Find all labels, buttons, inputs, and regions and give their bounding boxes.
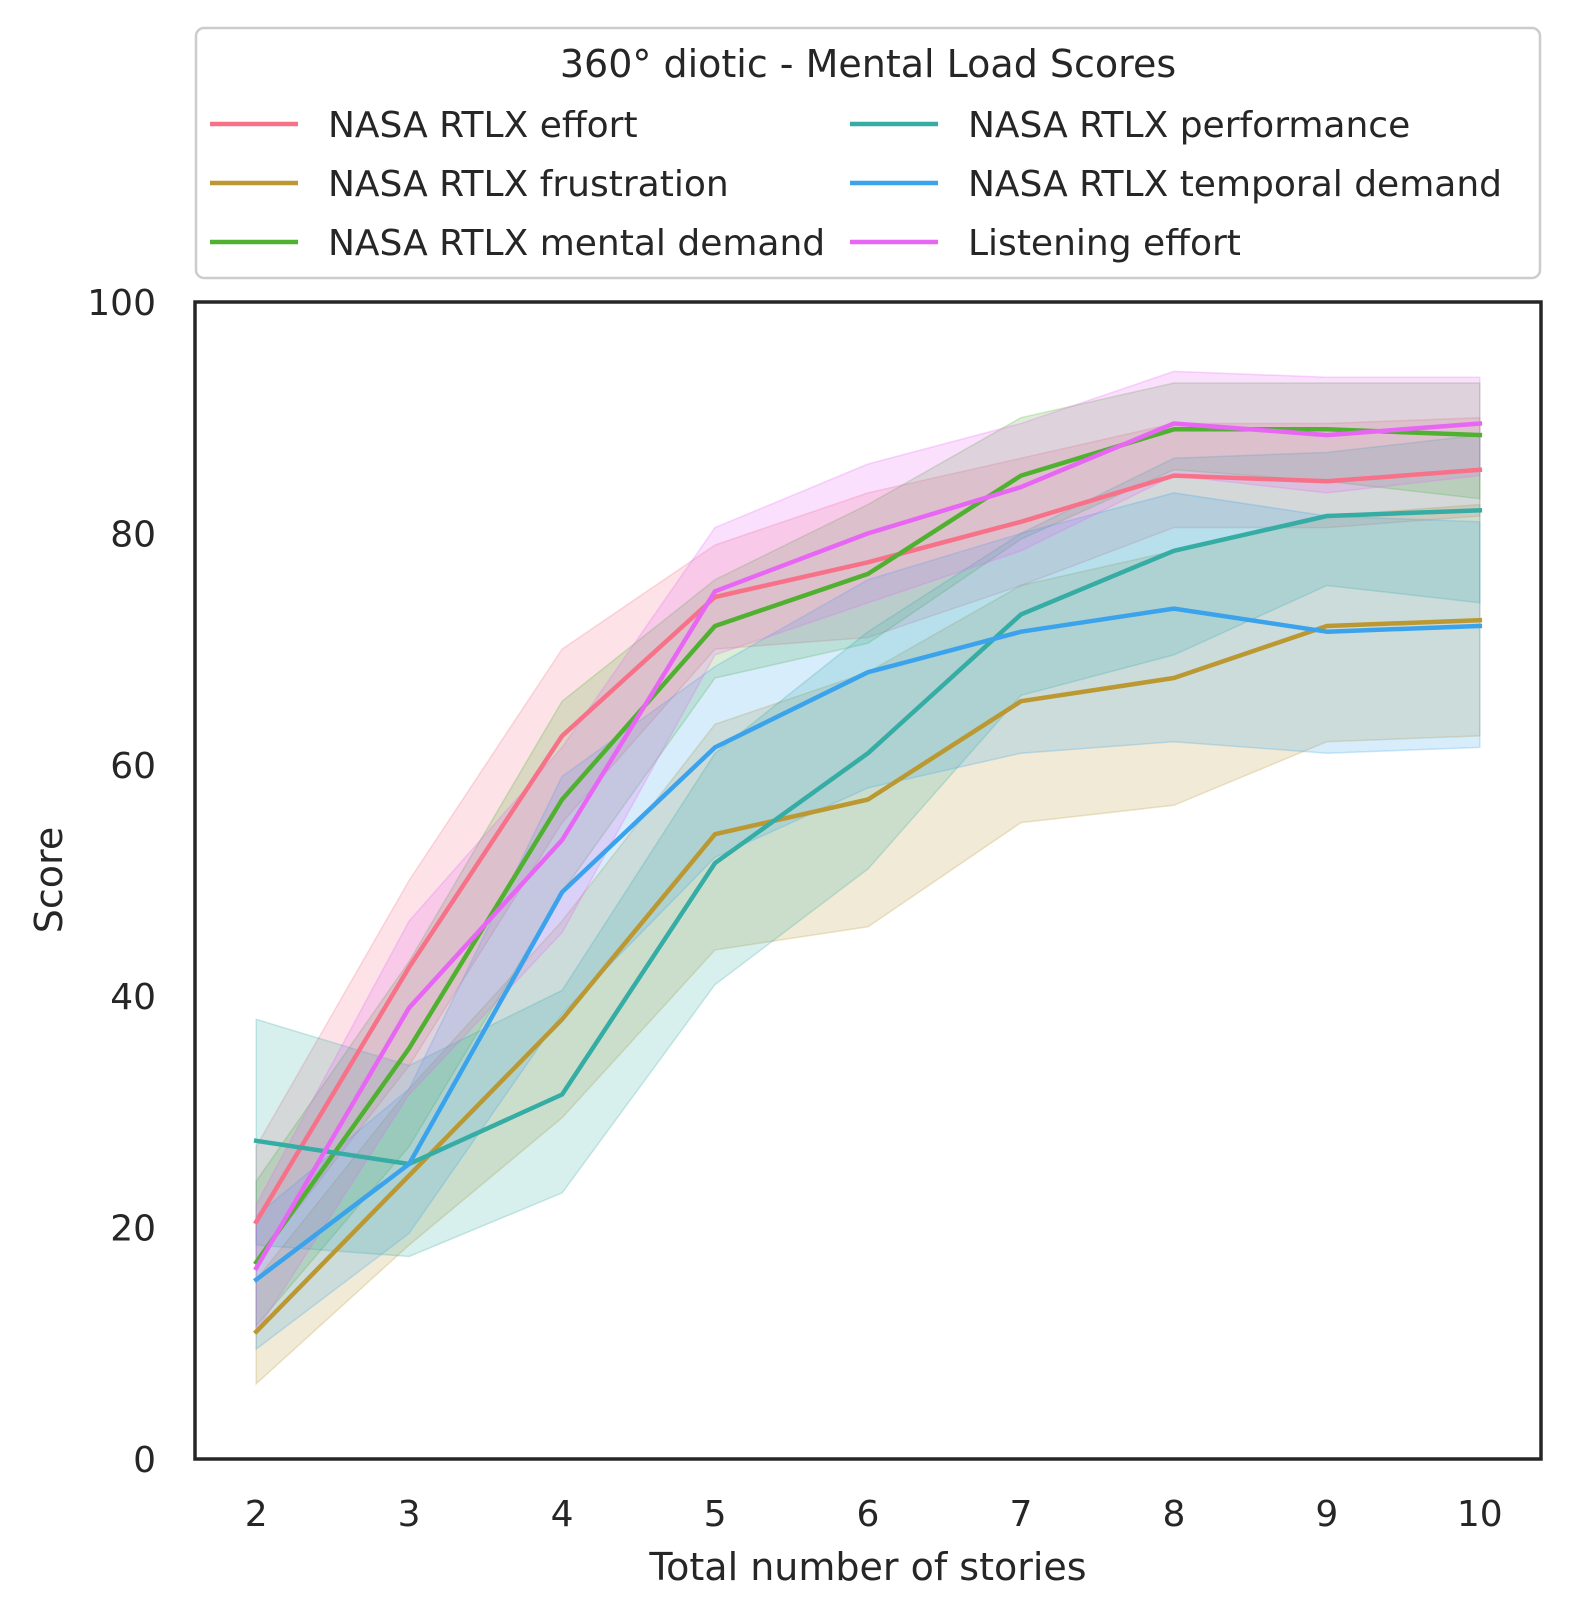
x-tick-label: 10	[1457, 1494, 1503, 1535]
x-tick-label: 9	[1315, 1494, 1338, 1535]
y-tick-label: 0	[133, 1440, 156, 1481]
x-tick-label: 5	[704, 1494, 727, 1535]
y-tick-label: 60	[110, 746, 156, 787]
y-axis-label: Score	[27, 827, 71, 933]
legend-label: Listening effort	[968, 223, 1241, 264]
y-tick-label: 20	[110, 1209, 156, 1250]
confidence-band-0	[255, 416, 1481, 1265]
y-axis-ticks: 0 20 40 60 80 100	[87, 283, 156, 1481]
series-line-1	[253, 617, 1483, 1335]
legend-label: NASA RTLX frustration	[328, 164, 729, 205]
legend-label: NASA RTLX temporal demand	[968, 164, 1502, 205]
x-tick-label: 7	[1010, 1494, 1033, 1535]
confidence-band-3	[255, 434, 1481, 1258]
x-tick-label: 8	[1162, 1494, 1185, 1535]
y-tick-label: 40	[110, 977, 156, 1018]
x-axis-ticks: 2 3 4 5 6 7 8 9 10	[245, 1494, 1503, 1535]
confidence-band-4	[255, 492, 1481, 1351]
x-axis-label: Total number of stories	[648, 1545, 1086, 1589]
legend-label: NASA RTLX effort	[328, 105, 638, 146]
x-tick-label: 4	[551, 1494, 574, 1535]
plot-frame	[193, 300, 1543, 1461]
confidence-band-1	[255, 503, 1481, 1386]
legend-title: 360° diotic - Mental Load Scores	[560, 42, 1176, 86]
x-tick-label: 6	[857, 1494, 880, 1535]
x-tick-label: 2	[245, 1494, 268, 1535]
legend-label: NASA RTLX performance	[968, 105, 1410, 146]
series-line-3	[253, 507, 1483, 1167]
series-line-0	[253, 467, 1483, 1225]
series-lines	[253, 421, 1483, 1335]
x-tick-label: 3	[398, 1494, 421, 1535]
series-line-4	[253, 606, 1483, 1283]
legend: 360° diotic - Mental Load Scores NASA RT…	[194, 26, 1542, 280]
y-tick-label: 100	[87, 283, 156, 324]
y-tick-label: 80	[110, 514, 156, 555]
legend-frame	[194, 26, 1542, 280]
series-line-5	[253, 421, 1483, 1272]
legend-label: NASA RTLX mental demand	[328, 223, 825, 264]
legend-entries: NASA RTLX effort NASA RTLX frustration NAS…	[210, 105, 1502, 264]
